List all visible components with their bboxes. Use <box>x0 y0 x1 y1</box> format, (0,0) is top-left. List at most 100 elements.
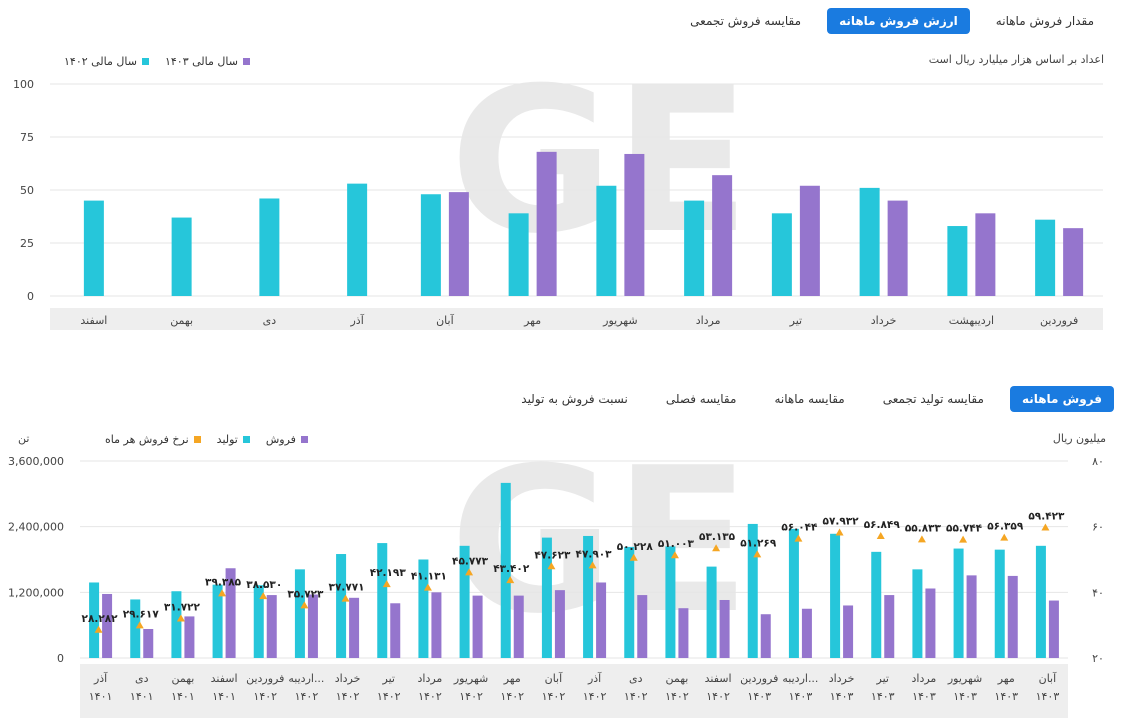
bottom-x-tick-month: اسفند <box>705 672 732 685</box>
bottom-x-tick-year: ۱۴۰۲ <box>377 690 401 703</box>
bar-production <box>788 528 799 658</box>
bar-1402 <box>596 185 617 296</box>
bar-sales <box>801 608 812 658</box>
legend-label-1402: سال مالی ۱۴۰۲ <box>64 55 137 68</box>
rate-marker <box>1000 533 1009 541</box>
bottom-tab-bar: فروش ماهانه مقایسه تولید تجمعی مقایسه ما… <box>509 386 1114 412</box>
rate-marker <box>218 589 227 597</box>
legend-item-sales[interactable]: فروش <box>266 433 308 446</box>
bar-production <box>953 548 964 658</box>
legend-item-monthly-rate[interactable]: نرخ فروش هر ماه <box>105 433 201 446</box>
bottom-x-tick-month: اردیبه... <box>782 672 818 685</box>
bar-1402 <box>1035 219 1056 296</box>
bar-sales <box>225 568 236 658</box>
tab-monthly-sales-value[interactable]: ارزش فروش ماهانه <box>827 8 970 34</box>
bar-sales <box>102 593 113 658</box>
bar-production <box>377 543 388 658</box>
top-chart-unit-note: اعداد بر اساس هزار میلیارد ریال است <box>928 53 1104 66</box>
rate-marker <box>959 535 968 543</box>
rate-data-label: ۵۶.۰۴۴ <box>781 522 818 534</box>
bottom-x-tick-month: شهریور <box>947 672 982 685</box>
bar-1402 <box>684 200 705 296</box>
bar-1403 <box>975 213 996 296</box>
bar-production <box>665 546 676 658</box>
bar-1403 <box>1063 228 1084 296</box>
bottom-x-tick-month: مرداد <box>418 672 443 685</box>
top-y-tick: 25 <box>20 237 34 250</box>
legend-item-1403[interactable]: سال مالی ۱۴۰۳ <box>165 55 250 68</box>
bottom-x-tick-year: ۱۴۰۳ <box>994 690 1018 703</box>
rate-marker <box>835 528 844 536</box>
tab-sales-to-production-ratio[interactable]: نسبت فروش به تولید <box>521 392 628 406</box>
bar-production <box>706 566 717 658</box>
bottom-x-tick-year: ۱۴۰۱ <box>212 690 236 703</box>
bar-sales <box>307 594 318 658</box>
rate-data-label: ۳۱.۷۲۲ <box>164 602 201 614</box>
top-y-tick: 50 <box>20 184 34 197</box>
legend-item-1402[interactable]: سال مالی ۱۴۰۲ <box>64 55 149 68</box>
bar-sales <box>266 595 277 658</box>
bottom-x-tick-month: آذر <box>587 671 602 685</box>
bottom-y-right-tick: ۸۰ <box>1092 455 1104 468</box>
bar-production <box>747 523 758 658</box>
rate-data-label: ۴۳.۴۰۲ <box>493 563 530 575</box>
rate-data-label: ۳۸.۵۳۰ <box>246 579 282 591</box>
rate-marker <box>423 583 432 591</box>
bottom-x-tick-year: ۱۴۰۳ <box>830 690 854 703</box>
tab-monthly-comparison[interactable]: مقایسه ماهانه <box>774 392 845 406</box>
bottom-x-tick-month: مهر <box>997 672 1015 685</box>
bottom-y-left-tick: 1,200,000 <box>8 586 64 599</box>
legend-item-production[interactable]: تولید <box>217 433 250 446</box>
bottom-y-left-tick: 2,400,000 <box>8 521 64 534</box>
rate-marker <box>94 625 103 633</box>
bottom-x-tick-year: ۱۴۰۲ <box>459 690 483 703</box>
tab-seasonal-comparison[interactable]: مقایسه فصلی <box>665 392 737 406</box>
tab-cumulative-sales-comparison[interactable]: مقایسه فروش تجمعی <box>690 14 802 28</box>
top-y-tick: 75 <box>20 131 34 144</box>
bar-1403 <box>799 185 820 296</box>
bottom-x-tick-year: ۱۴۰۳ <box>871 690 895 703</box>
legend-swatch-production <box>242 436 250 443</box>
rate-marker <box>712 544 721 552</box>
bottom-x-tick-year: ۱۴۰۳ <box>1036 690 1060 703</box>
bottom-x-tick-year: ۱۴۰۱ <box>130 690 154 703</box>
bottom-x-tick-month: تیر <box>382 672 395 685</box>
rate-marker <box>176 614 185 622</box>
bar-production <box>830 533 841 658</box>
bar-sales <box>678 608 689 658</box>
bar-production <box>583 535 594 658</box>
bar-production <box>500 482 511 658</box>
bottom-x-tick-year: ۱۴۰۲ <box>253 690 277 703</box>
tab-cumulative-production[interactable]: مقایسه تولید تجمعی <box>882 392 984 406</box>
bottom-x-tick-month: فروردین <box>246 672 284 685</box>
bar-sales <box>719 599 730 658</box>
tab-monthly-sales-quantity[interactable]: مقدار فروش ماهانه <box>995 14 1094 28</box>
bottom-x-tick-month: آبان <box>1039 671 1057 685</box>
tab-monthly-sales[interactable]: فروش ماهانه <box>1009 386 1114 412</box>
rate-marker <box>135 621 144 629</box>
bar-1403 <box>448 192 469 296</box>
bottom-chart-legend: فروش تولید نرخ فروش هر ماه <box>105 433 308 446</box>
bottom-x-tick-month: فروردین <box>740 672 778 685</box>
rate-marker <box>1041 523 1050 531</box>
bottom-y-right-tick: ۲۰ <box>1092 652 1104 665</box>
top-x-tick: تیر <box>789 314 802 327</box>
bottom-x-tick-year: ۱۴۰۲ <box>624 690 648 703</box>
bar-production <box>89 582 100 658</box>
bottom-x-tick-year: ۱۴۰۲ <box>706 690 730 703</box>
bar-sales <box>143 628 154 658</box>
bottom-y-left-tick: 0 <box>57 652 64 665</box>
bar-1403 <box>712 175 733 296</box>
legend-swatch-sales <box>300 436 308 443</box>
rate-marker <box>382 580 391 588</box>
bar-1403 <box>536 151 557 296</box>
rate-data-label: ۳۷.۷۷۱ <box>329 582 365 594</box>
rate-data-label: ۴۷.۹۰۳ <box>576 548 613 560</box>
bottom-x-tick-year: ۱۴۰۳ <box>789 690 813 703</box>
bar-sales <box>884 595 895 658</box>
rate-marker <box>629 553 638 561</box>
bar-production <box>1035 545 1046 658</box>
top-x-tick: آبان <box>436 313 454 327</box>
bar-1402 <box>508 213 529 296</box>
